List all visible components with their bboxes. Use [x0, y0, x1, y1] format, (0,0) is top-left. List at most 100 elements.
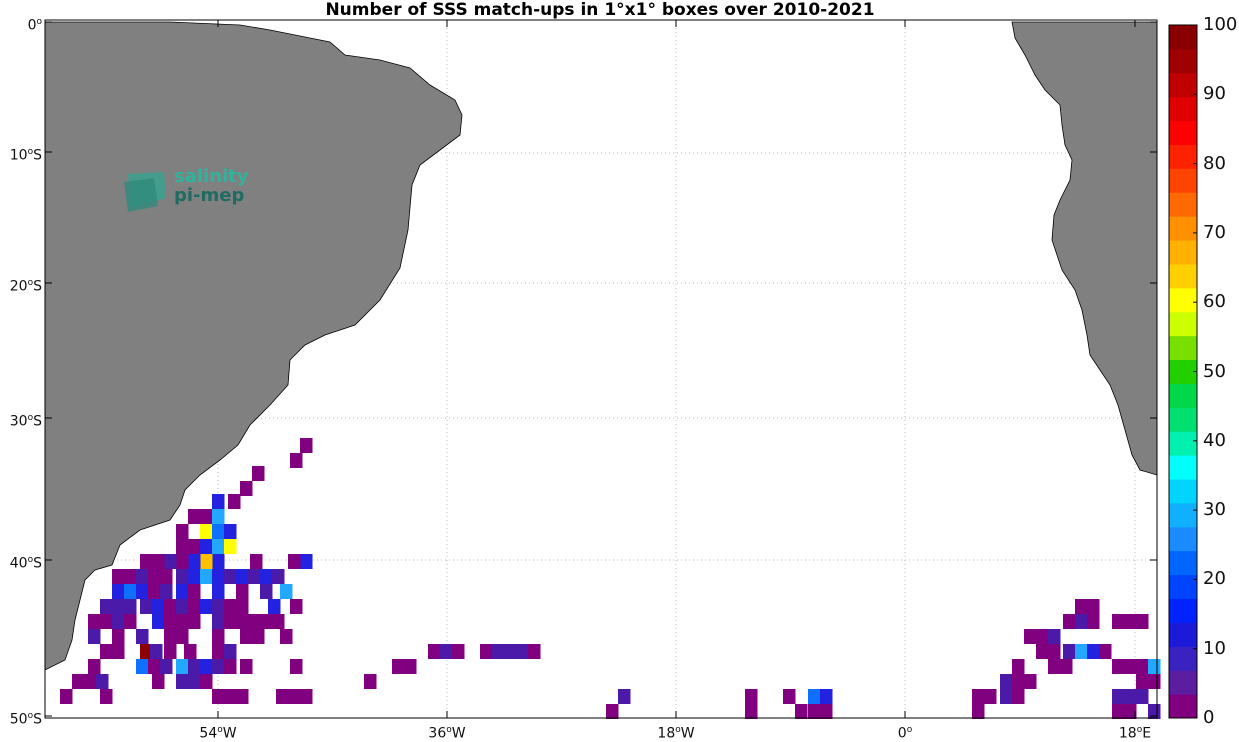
matchup-cell — [820, 704, 833, 719]
matchup-cell — [160, 584, 173, 599]
colorbar-segment — [1169, 383, 1197, 408]
matchup-cell — [176, 584, 189, 599]
matchup-cell — [72, 674, 85, 689]
matchup-cell — [148, 584, 161, 599]
matchup-cell — [240, 659, 253, 674]
colorbar-segment — [1169, 574, 1197, 600]
colorbar-segment — [1169, 479, 1197, 504]
lat-label: 20oS — [9, 278, 42, 295]
matchup-cell — [100, 689, 113, 704]
matchup-cell — [200, 599, 213, 614]
matchup-cell — [972, 704, 985, 719]
matchup-cell — [124, 569, 137, 584]
matchup-cell — [290, 453, 303, 468]
matchup-cell — [1048, 659, 1061, 674]
matchup-cell — [252, 466, 265, 481]
matchup-cell — [188, 659, 201, 674]
matchup-cell — [228, 494, 241, 509]
matchup-cell — [100, 644, 113, 659]
matchup-cell — [124, 599, 137, 614]
colorbar-segment — [1169, 120, 1197, 145]
colorbar-segment — [1169, 431, 1197, 456]
matchup-cell — [1012, 689, 1025, 704]
colorbar-segment — [1169, 550, 1197, 576]
matchup-cell — [188, 569, 201, 584]
matchup-cell — [236, 569, 249, 584]
matchup-cell — [236, 689, 249, 704]
colorbar-segment — [1169, 694, 1197, 719]
matchup-cell — [212, 689, 225, 704]
matchup-cell — [1024, 674, 1037, 689]
matchup-cell — [1024, 629, 1037, 644]
matchup-cell — [1087, 599, 1100, 614]
matchup-cell — [200, 554, 213, 569]
colorbar-segment — [1169, 646, 1197, 671]
colorbar-segment — [1169, 287, 1197, 313]
matchup-cell — [60, 689, 73, 704]
land-africa — [1011, 21, 1158, 476]
matchup-cell — [1048, 629, 1061, 644]
matchup-cell — [236, 614, 249, 629]
matchup-cell — [160, 569, 173, 584]
colorbar-tick-label: 0 — [1203, 707, 1215, 728]
matchup-cell — [176, 614, 189, 629]
matchup-cell — [224, 614, 237, 629]
matchup-cell — [1075, 614, 1088, 629]
matchup-cell — [260, 584, 273, 599]
matchup-cell — [212, 584, 225, 599]
matchup-cell — [972, 689, 985, 704]
matchup-cell — [164, 554, 177, 569]
salinity-pimep-logo: salinity pi-mep — [124, 166, 264, 214]
map-frame — [44, 19, 1158, 719]
matchup-cell — [124, 614, 137, 629]
matchup-cell — [268, 599, 281, 614]
matchup-cell — [606, 704, 619, 719]
matchup-cell — [236, 599, 249, 614]
matchup-cell — [212, 659, 225, 674]
matchup-cell — [164, 614, 177, 629]
matchup-cell — [745, 689, 758, 704]
colorbar-segment — [1169, 72, 1197, 98]
matchup-cell — [240, 629, 253, 644]
colorbar-segment — [1169, 335, 1197, 361]
matchup-cell — [140, 644, 153, 659]
matchup-cell — [618, 689, 631, 704]
colorbar-tick-label: 10 — [1203, 637, 1226, 659]
matchup-cell — [212, 509, 225, 524]
matchup-cell — [300, 438, 313, 453]
matchup-cell — [140, 554, 153, 569]
matchup-cell — [152, 674, 165, 689]
matchup-cell — [1112, 614, 1125, 629]
matchup-cell — [136, 569, 149, 584]
matchup-cell — [152, 614, 165, 629]
matchup-cell — [224, 599, 237, 614]
matchup-cell — [1075, 599, 1088, 614]
colorbar-tick-label: 70 — [1203, 221, 1226, 243]
matchup-cell — [480, 644, 493, 659]
matchup-cell — [272, 614, 285, 629]
matchup-cell — [164, 599, 177, 614]
matchup-cell — [188, 554, 201, 569]
matchup-cell — [1136, 674, 1149, 689]
matchup-cell — [808, 704, 821, 719]
colorbar-segment — [1169, 25, 1197, 50]
matchup-cell — [224, 524, 237, 539]
matchup-cell — [1112, 689, 1125, 704]
matchup-cell — [160, 659, 173, 674]
matchup-cell — [112, 569, 125, 584]
matchup-cell — [1124, 659, 1137, 674]
logo-line-1: salinity — [174, 166, 249, 187]
lat-label: 10oS — [9, 147, 42, 164]
matchup-cell — [252, 629, 265, 644]
matchup-cell — [200, 659, 213, 674]
colorbar-segment — [1169, 263, 1197, 289]
matchup-cell — [1136, 659, 1149, 674]
matchup-cell — [188, 599, 201, 614]
matchup-cell — [112, 614, 125, 629]
matchup-cell — [290, 599, 303, 614]
matchup-cell — [1000, 674, 1013, 689]
matchup-cell — [392, 659, 405, 674]
matchup-cell — [1036, 629, 1049, 644]
matchup-cell — [176, 524, 189, 539]
